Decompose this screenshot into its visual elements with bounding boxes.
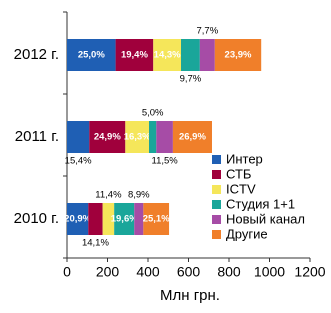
bar-segment: [172, 121, 212, 153]
value-label: 11,4%: [95, 190, 122, 201]
value-label: 14,1%: [82, 238, 109, 249]
y-tick-label: 2011 г.: [15, 128, 59, 145]
bar-segment: [67, 39, 116, 71]
legend-swatch: [212, 155, 221, 164]
y-tick-label: 2010 г.: [14, 210, 59, 227]
value-label: 24,9%: [94, 132, 121, 143]
legend-swatch: [212, 185, 221, 194]
value-label: 26,9%: [179, 132, 206, 143]
bar-segment: [214, 39, 262, 71]
bar-segment: [181, 39, 200, 71]
legend-label: Интер: [226, 151, 263, 166]
bar-segment: [115, 39, 154, 71]
legend-label: СТБ: [226, 166, 251, 181]
legend-label: Новый канал: [226, 211, 305, 226]
value-label: 11,5%: [151, 156, 178, 167]
bar-segment: [156, 121, 173, 153]
x-tick-label: 1000: [254, 264, 285, 280]
legend-label: Другие: [226, 226, 268, 241]
x-tick-label: 600: [177, 264, 201, 280]
x-tick-label: 1200: [294, 264, 325, 280]
bar-segment: [199, 39, 215, 71]
value-label: 8,9%: [128, 190, 150, 201]
legend-swatch: [212, 230, 221, 239]
bar-segment: [102, 203, 115, 235]
value-label: 5,0%: [142, 108, 164, 119]
x-tick-label: 0: [63, 264, 71, 280]
value-label: 23,9%: [225, 50, 252, 61]
value-label: 25,1%: [143, 214, 170, 225]
bar-segment: [88, 203, 103, 235]
bar-segment: [143, 203, 170, 235]
bar-segment: [114, 203, 135, 235]
x-tick-label: 800: [217, 264, 241, 280]
y-tick-label: 2012 г.: [14, 46, 59, 63]
value-label: 7,7%: [197, 26, 219, 37]
x-tick-label: 400: [136, 264, 160, 280]
bar-segment: [67, 121, 90, 153]
bar-segment: [134, 203, 144, 235]
value-label: 25,0%: [78, 50, 105, 61]
bar-segment: [125, 121, 150, 153]
value-label: 20,9%: [64, 214, 91, 225]
legend-label: Студия 1+1: [226, 196, 295, 211]
value-label: 19,6%: [111, 214, 138, 225]
legend-swatch: [212, 215, 221, 224]
bar-segment: [89, 121, 126, 153]
legend-label: ICTV: [226, 181, 256, 196]
x-axis-label: Млн грн.: [160, 287, 220, 304]
bar-segment: [149, 121, 157, 153]
x-tick-label: 200: [96, 264, 120, 280]
bar-segment: [153, 39, 182, 71]
legend-swatch: [212, 200, 221, 209]
value-label: 9,7%: [180, 74, 202, 85]
value-label: 19,4%: [121, 50, 148, 61]
value-label: 16,3%: [124, 132, 151, 143]
value-label: 14,3%: [154, 50, 181, 61]
bar-segment: [67, 203, 89, 235]
value-label: 15,4%: [65, 156, 92, 167]
legend-swatch: [212, 170, 221, 179]
